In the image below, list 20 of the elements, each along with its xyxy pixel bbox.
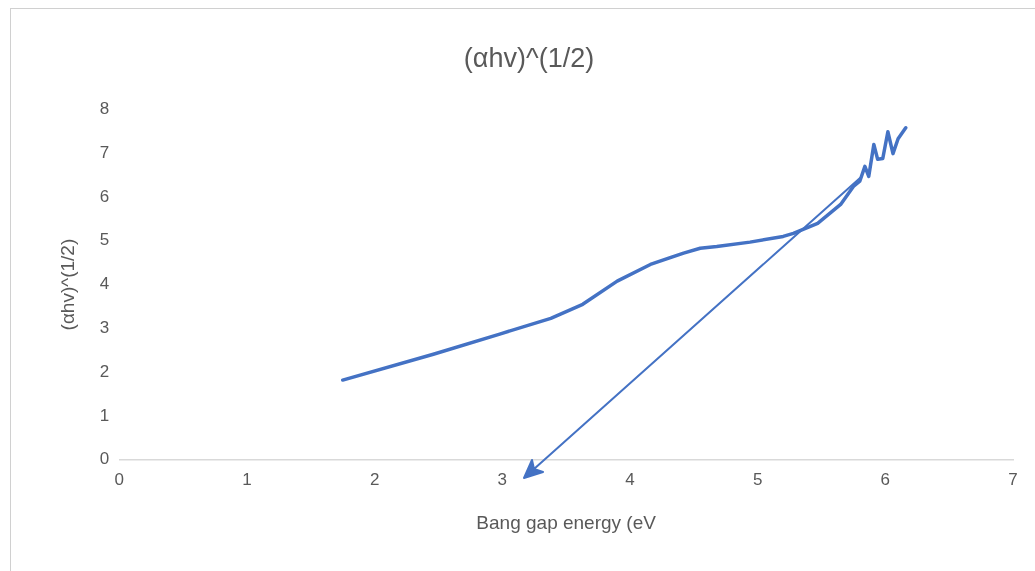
x-axis-title: Bang gap energy (eV	[476, 511, 657, 533]
y-tick-label: 6	[99, 186, 110, 206]
x-tick-label: 5	[752, 469, 763, 489]
y-tick-label: 3	[99, 318, 110, 338]
x-tick-label: 1	[242, 469, 252, 489]
x-tick-label: 6	[880, 469, 891, 489]
x-tick-label: 4	[625, 469, 635, 489]
y-tick-label: 1	[99, 405, 110, 425]
y-tick-label: 0	[99, 449, 110, 469]
x-tick-label: 2	[369, 469, 380, 489]
y-tick-label: 2	[99, 361, 110, 381]
x-tick-label: 7	[1008, 469, 1018, 489]
x-tick-label: 3	[497, 469, 508, 489]
y-tick-label: 5	[99, 230, 110, 250]
y-tick-label: 7	[99, 142, 110, 162]
y-tick-label: 4	[99, 274, 110, 294]
y-axis-title: (αhv)^(1/2)	[56, 238, 78, 331]
x-tick-label: 0	[114, 469, 124, 489]
y-tick-label: 8	[99, 99, 110, 119]
chart-title: (αhv)^(1/2)	[463, 42, 595, 73]
